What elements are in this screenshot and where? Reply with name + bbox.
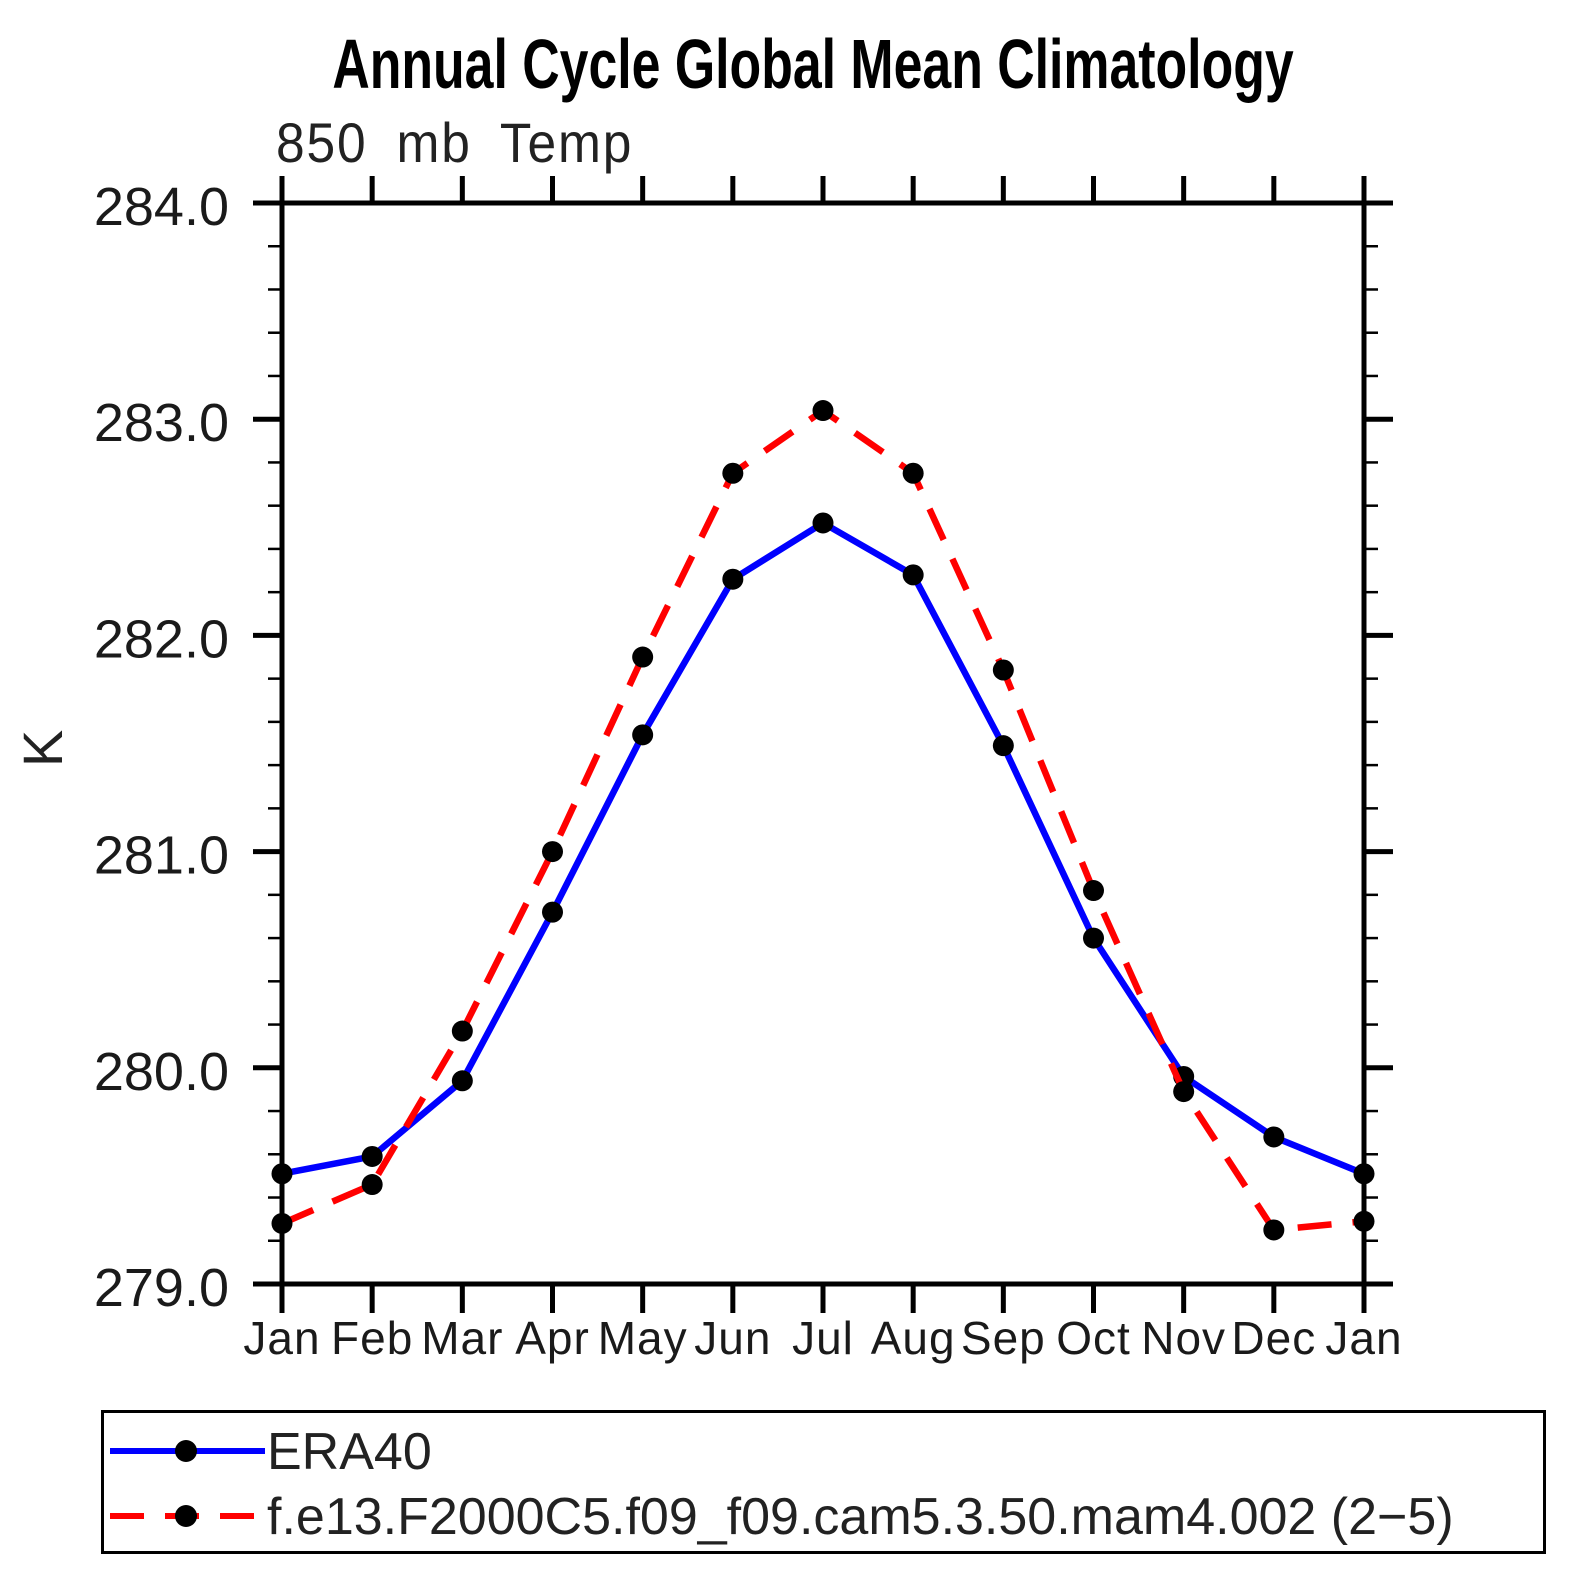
data-point (1353, 1163, 1375, 1185)
data-point (1263, 1219, 1285, 1241)
data-point (1263, 1126, 1285, 1148)
data-point (722, 462, 744, 484)
x-tick-label: Jun (694, 1312, 771, 1364)
x-tick-label: Apr (515, 1312, 590, 1364)
data-point (632, 646, 654, 668)
x-tick-label: Sep (961, 1312, 1046, 1364)
legend-marker-icon (175, 1505, 197, 1527)
x-tick-label: Oct (1056, 1312, 1131, 1364)
data-point (271, 1163, 293, 1185)
legend-marker-icon (175, 1440, 197, 1462)
x-tick-label: May (598, 1312, 688, 1364)
data-point (812, 512, 834, 534)
legend-label-era40: ERA40 (267, 1423, 432, 1481)
data-point (992, 659, 1014, 681)
data-point (451, 1070, 473, 1092)
data-point (992, 735, 1014, 757)
y-tick-label: 279.0 (94, 1258, 229, 1318)
data-point (902, 462, 924, 484)
data-point (1353, 1210, 1375, 1232)
data-point (812, 400, 834, 422)
y-tick-label: 284.0 (94, 177, 229, 237)
x-tick-label: Aug (871, 1312, 956, 1364)
chart-title: Annual Cycle Global Mean Climatology (332, 25, 1294, 103)
x-tick-label: Nov (1141, 1312, 1226, 1364)
data-point (1083, 927, 1104, 949)
data-point (902, 564, 924, 586)
y-tick-label: 280.0 (94, 1042, 229, 1102)
data-point (542, 901, 563, 923)
data-point (1173, 1081, 1195, 1103)
legend-label-cam5: f.e13.F2000C5.f09_f09.cam5.3.50.mam4.002… (267, 1488, 1454, 1546)
data-point (361, 1145, 383, 1167)
chart-subtitle: 850 mb Temp (276, 111, 634, 174)
x-tick-label: Jan (1325, 1312, 1402, 1364)
data-point (361, 1174, 383, 1196)
y-tick-label: 281.0 (94, 826, 229, 886)
legend-box: ERA40 f.e13.F2000C5.f09_f09.cam5.3.50.ma… (101, 1410, 1546, 1554)
x-tick-label: Jul (792, 1312, 854, 1364)
data-point (271, 1212, 293, 1234)
data-point (722, 568, 744, 590)
series-line-0 (281, 519, 1366, 1177)
y-tick-label: 282.0 (94, 609, 229, 669)
data-point (451, 1020, 473, 1042)
data-point (632, 724, 654, 746)
x-tick-label: Jan (243, 1312, 320, 1364)
x-tick-label: Mar (421, 1312, 503, 1364)
data-point (542, 841, 563, 863)
data-point (1083, 880, 1104, 902)
y-tick-label: 283.0 (94, 393, 229, 453)
x-tick-label: Dec (1231, 1312, 1316, 1364)
x-tick-label: Feb (331, 1312, 413, 1364)
